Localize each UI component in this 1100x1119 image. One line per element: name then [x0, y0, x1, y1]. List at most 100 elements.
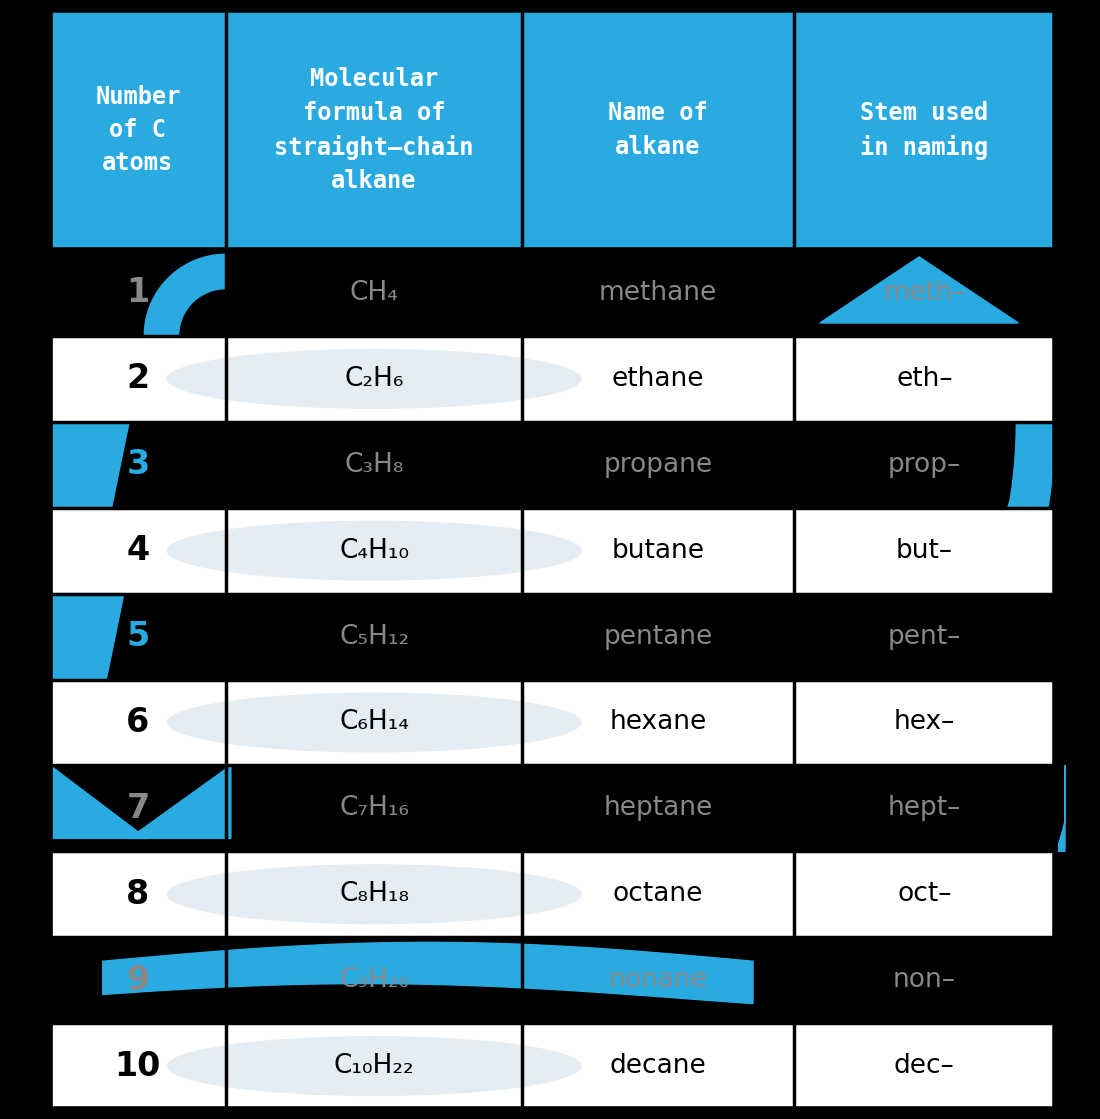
Text: nonane: nonane: [608, 967, 707, 994]
Polygon shape: [129, 765, 231, 838]
Bar: [50, 765, 225, 852]
Bar: [226, 938, 522, 1023]
Polygon shape: [144, 254, 225, 336]
Bar: [794, 938, 1055, 1023]
Text: octane: octane: [613, 882, 703, 908]
Bar: [522, 508, 794, 593]
Bar: [50, 10, 225, 250]
Text: non–: non–: [893, 967, 956, 994]
Text: C₁₀H₂₂: C₁₀H₂₂: [333, 1053, 415, 1079]
Text: hept–: hept–: [888, 796, 961, 821]
Bar: [794, 10, 1055, 250]
Bar: [522, 852, 794, 938]
Bar: [522, 938, 794, 1023]
Text: 4: 4: [126, 534, 150, 567]
Text: C₇H₁₆: C₇H₁₆: [339, 796, 409, 821]
Bar: [794, 765, 1055, 852]
Polygon shape: [820, 257, 1019, 323]
Text: C₃H₈: C₃H₈: [344, 452, 404, 478]
Ellipse shape: [166, 349, 582, 408]
Text: prop–: prop–: [888, 452, 961, 478]
Text: pentane: pentane: [604, 623, 713, 649]
Text: methane: methane: [598, 280, 717, 305]
Text: Stem used
in naming: Stem used in naming: [860, 101, 989, 160]
Text: C₈H₁₈: C₈H₁₈: [339, 882, 409, 908]
Bar: [794, 250, 1055, 336]
Text: Molecular
formula of
straight–chain
alkane: Molecular formula of straight–chain alka…: [274, 67, 474, 192]
Bar: [226, 593, 522, 679]
Bar: [50, 508, 225, 593]
Text: 5: 5: [126, 620, 150, 653]
Text: heptane: heptane: [604, 796, 713, 821]
Text: propane: propane: [604, 452, 713, 478]
Bar: [794, 422, 1055, 508]
Bar: [50, 422, 225, 508]
Text: hex–: hex–: [893, 709, 955, 735]
Ellipse shape: [166, 864, 582, 924]
Bar: [226, 508, 522, 593]
Bar: [522, 422, 794, 508]
Polygon shape: [773, 765, 1065, 852]
Bar: [226, 336, 522, 422]
Bar: [226, 852, 522, 938]
Bar: [794, 1023, 1055, 1109]
Text: hexane: hexane: [609, 709, 706, 735]
Text: C₅H₁₂: C₅H₁₂: [339, 623, 409, 649]
Text: eth–: eth–: [896, 366, 953, 392]
Polygon shape: [50, 765, 146, 838]
Text: C₉H₂₀: C₉H₂₀: [339, 967, 409, 994]
Bar: [226, 422, 522, 508]
Polygon shape: [50, 593, 124, 679]
Bar: [226, 250, 522, 336]
Bar: [50, 679, 225, 765]
Bar: [522, 336, 794, 422]
Text: 2: 2: [126, 363, 150, 395]
Bar: [522, 1023, 794, 1109]
Text: 7: 7: [126, 792, 150, 825]
Ellipse shape: [166, 693, 582, 752]
Text: Name of
alkane: Name of alkane: [608, 101, 708, 159]
Bar: [226, 679, 522, 765]
Bar: [226, 10, 522, 250]
Text: 3: 3: [126, 449, 150, 481]
Text: 10: 10: [114, 1050, 161, 1082]
Bar: [50, 336, 225, 422]
Text: Number
of C
atoms: Number of C atoms: [96, 85, 180, 176]
Text: CH₄: CH₄: [350, 280, 398, 305]
Bar: [226, 1023, 522, 1109]
Bar: [794, 336, 1055, 422]
Text: meth–: meth–: [883, 280, 966, 305]
Bar: [794, 508, 1055, 593]
Bar: [794, 593, 1055, 679]
Text: pent–: pent–: [888, 623, 961, 649]
Text: decane: decane: [609, 1053, 706, 1079]
Text: but–: but–: [895, 537, 953, 564]
Text: C₄H₁₀: C₄H₁₀: [339, 537, 409, 564]
Polygon shape: [102, 942, 754, 1004]
Text: 9: 9: [126, 963, 150, 997]
Bar: [50, 250, 225, 336]
Text: butane: butane: [612, 537, 704, 564]
Bar: [522, 250, 794, 336]
Bar: [794, 679, 1055, 765]
Text: 8: 8: [126, 877, 150, 911]
Bar: [522, 10, 794, 250]
Bar: [50, 1023, 225, 1109]
Bar: [522, 593, 794, 679]
Bar: [226, 765, 522, 852]
Text: C₂H₆: C₂H₆: [344, 366, 404, 392]
Ellipse shape: [166, 520, 582, 581]
Bar: [794, 852, 1055, 938]
Bar: [50, 852, 225, 938]
Text: 6: 6: [126, 706, 150, 739]
Text: dec–: dec–: [894, 1053, 955, 1079]
Bar: [522, 679, 794, 765]
Bar: [50, 938, 225, 1023]
Text: 1: 1: [126, 276, 150, 310]
Bar: [522, 765, 794, 852]
Bar: [50, 593, 225, 679]
Text: ethane: ethane: [612, 366, 704, 392]
Text: oct–: oct–: [898, 882, 952, 908]
Polygon shape: [522, 422, 1055, 508]
Polygon shape: [50, 422, 129, 508]
